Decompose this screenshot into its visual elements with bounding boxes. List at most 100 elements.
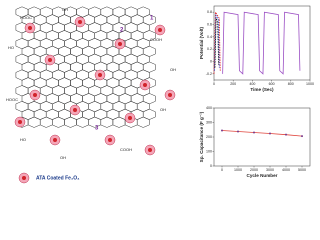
hexagon: [100, 38, 114, 50]
hexagon: [64, 116, 77, 128]
x-tick-label: 4000: [282, 168, 290, 172]
particle-core: [118, 42, 122, 46]
hexagon: [100, 116, 114, 128]
x-tick-label: 3000: [266, 168, 274, 172]
x-tick-label: 1000: [234, 168, 242, 172]
x-tick-label: 0: [213, 82, 215, 86]
hexagon: [100, 6, 114, 18]
data-point: [269, 132, 271, 135]
hexagon: [112, 101, 126, 113]
hexagon: [112, 69, 126, 81]
y-tick-label: 0.6: [207, 22, 212, 26]
x-tick-label: 0: [221, 168, 223, 172]
y-axis-title: Sp. Capacitance (F g⁻¹): [199, 111, 204, 162]
hexagon: [112, 116, 126, 128]
hexagon: [136, 69, 150, 81]
group-label: COOH: [150, 37, 162, 42]
hexagon: [52, 69, 65, 81]
group-label: HO: [8, 45, 14, 50]
hexagon: [136, 6, 150, 18]
hexagon: [124, 101, 138, 113]
hexagon: [136, 101, 150, 113]
plot-frame: [213, 107, 311, 167]
hexagon: [100, 101, 114, 113]
series-line: [214, 18, 220, 68]
y-tick-label: 0: [210, 59, 212, 63]
group-label: COOH: [120, 147, 132, 152]
x-tick-label: 400: [249, 82, 255, 86]
hexagon: [112, 6, 126, 18]
y-axis-title: Potential (Volt): [199, 27, 204, 60]
y-tick-label: 100: [206, 149, 212, 153]
y-tick-label: 400: [206, 106, 212, 110]
x-tick-label: 800: [288, 82, 294, 86]
particle-core: [128, 116, 132, 120]
hexagon: [27, 101, 41, 113]
particle-core: [48, 58, 52, 62]
data-point: [285, 133, 287, 136]
hexagon: [136, 116, 150, 128]
y-tick-label: 300: [206, 120, 212, 124]
hexagon: [39, 38, 53, 50]
y-tick-label: 200: [206, 135, 212, 139]
hexagon: [39, 101, 53, 113]
series-line: [213, 10, 221, 74]
hexagon: [88, 101, 102, 113]
data-point: [301, 135, 303, 138]
y-tick-label: 0.4: [207, 35, 212, 39]
particle-core: [73, 108, 77, 112]
particle-core: [158, 28, 162, 32]
hexagon: [76, 69, 89, 81]
group-label: OH: [170, 67, 176, 72]
hexagon: [27, 38, 41, 50]
data-point: [221, 129, 223, 132]
group-label: OH: [62, 7, 68, 12]
series-line: [221, 130, 303, 137]
group-label: HO: [20, 137, 26, 142]
site-number: 3: [95, 126, 99, 132]
y-tick-label: 0.2: [207, 47, 212, 51]
x-tick-label: 200: [230, 82, 236, 86]
legend-text: ATA Coated Fe₃O₄: [36, 175, 80, 181]
particle-core: [168, 93, 172, 97]
figure: HOOC OH HO COOH OH HOOC OH HO COOH OH 1 …: [6, 5, 314, 184]
particle-core: [33, 93, 37, 97]
data-point: [253, 131, 255, 134]
x-axis-title: Time (Sec): [250, 87, 274, 92]
site-number: 1: [150, 16, 154, 22]
group-label: HOOC: [6, 97, 18, 102]
x-tick-label: 5000: [298, 168, 306, 172]
hexagon: [27, 116, 41, 128]
hexagon: [15, 38, 29, 50]
hexagon: [124, 38, 138, 50]
legend-icon: [22, 176, 26, 180]
hexagon: [39, 116, 53, 128]
site-number: 2: [120, 28, 124, 34]
particle-core: [98, 73, 102, 77]
hexagon: [88, 6, 102, 18]
particle-core: [28, 26, 32, 30]
series-line: [214, 13, 220, 71]
particle-core: [53, 138, 57, 142]
hexagon: [64, 69, 77, 81]
hexagon: [39, 6, 53, 18]
hexagon: [39, 69, 53, 81]
series-line: [222, 11, 301, 75]
hexagon: [124, 6, 138, 18]
x-axis-title: Cycle Number: [247, 173, 278, 178]
y-tick-label: 0.8: [207, 10, 212, 14]
hexagon: [88, 38, 102, 50]
particle-core: [78, 20, 82, 24]
group-label: HOOC: [20, 15, 32, 20]
particle-core: [143, 83, 147, 87]
x-tick-label: 1000: [306, 82, 314, 86]
group-label: OH: [60, 155, 66, 160]
hexagon: [76, 38, 89, 50]
particle-core: [148, 148, 152, 152]
y-tick-label: 0: [210, 164, 212, 168]
x-tick-label: 600: [269, 82, 275, 86]
group-label: OH: [160, 107, 166, 112]
hexagon: [64, 38, 77, 50]
particles: [14, 16, 176, 156]
hexagon: [27, 69, 41, 81]
